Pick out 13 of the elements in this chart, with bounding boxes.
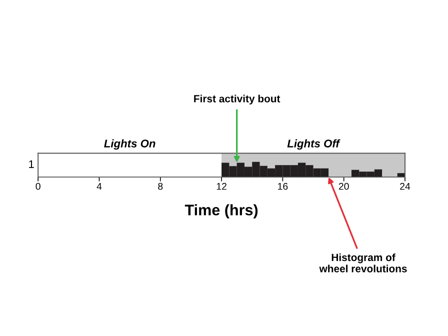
x-axis-title: Time (hrs) xyxy=(184,204,258,218)
x-tick-label: 4 xyxy=(96,182,102,190)
annotation: Histogram of wheel revolutions xyxy=(319,253,407,272)
x-tick-label: 24 xyxy=(400,182,410,190)
x-tick-label: 8 xyxy=(158,182,163,190)
x-tick-label: 0 xyxy=(36,182,40,190)
x-tick-label: 20 xyxy=(338,182,349,190)
band-label: Lights Off xyxy=(287,139,340,150)
text: Lights On xyxy=(104,139,156,150)
x-tick-label: 12 xyxy=(216,182,226,190)
annotation: First activity bout xyxy=(194,94,280,104)
x-tick-label: 16 xyxy=(278,182,288,190)
y-axis-title: 1 xyxy=(29,160,34,168)
